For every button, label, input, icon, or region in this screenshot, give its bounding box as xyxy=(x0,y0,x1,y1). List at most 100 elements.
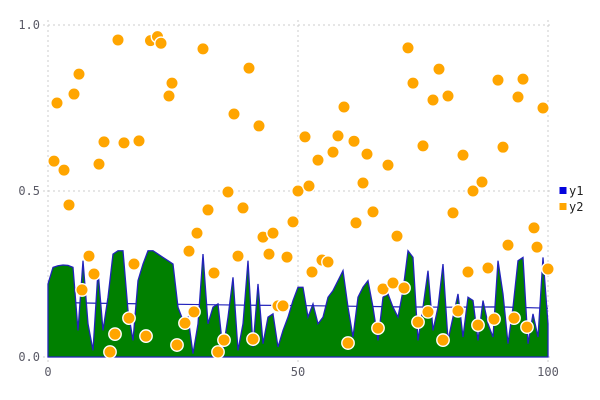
y2-scatter-point xyxy=(236,201,250,215)
y2-scatter-point xyxy=(406,76,420,91)
y2-scatter-point xyxy=(82,249,96,263)
y2-scatter-point xyxy=(57,163,71,177)
y2-scatter-point xyxy=(432,62,446,77)
y2-scatter-point xyxy=(231,249,245,263)
y-tick-label: 1.0 xyxy=(18,18,40,32)
y2-scatter-point xyxy=(47,154,61,169)
y2-scatter-point xyxy=(311,153,325,168)
y2-scatter-point xyxy=(397,281,411,295)
legend-item-y1: y1 xyxy=(559,184,583,198)
legend-marker-y1 xyxy=(559,187,567,194)
y2-scatter-point xyxy=(331,128,345,143)
y2-scatter-point xyxy=(390,229,404,244)
y2-scatter-point xyxy=(217,333,231,347)
y2-scatter-point xyxy=(190,226,204,241)
y2-scatter-point xyxy=(50,96,64,110)
y2-scatter-point xyxy=(496,140,510,155)
y2-scatter-point xyxy=(360,147,374,162)
y2-scatter-point xyxy=(475,175,489,189)
y2-scatter-point xyxy=(117,135,131,150)
y2-scatter-point xyxy=(446,206,460,220)
y2-scatter-point xyxy=(461,265,475,279)
y2-scatter-point xyxy=(165,76,179,91)
y2-scatter-point xyxy=(520,320,534,335)
y2-scatter-point xyxy=(139,329,153,343)
y2-scatter-point xyxy=(298,129,312,144)
y2-scatter-point xyxy=(536,101,550,115)
y2-scatter-point xyxy=(466,184,480,198)
x-tick-label: 50 xyxy=(291,365,305,379)
y2-scatter-point xyxy=(501,238,515,253)
y2-scatter-point xyxy=(127,257,141,271)
legend-label-y1: y1 xyxy=(569,184,583,198)
y2-scatter-point xyxy=(471,318,485,333)
y2-scatter-point xyxy=(87,267,101,281)
y2-scatter-point xyxy=(227,107,241,121)
y2-scatter-point xyxy=(347,134,361,149)
y2-scatter-point xyxy=(246,332,260,346)
y2-scatter-point xyxy=(356,176,370,190)
y2-scatter-point xyxy=(349,215,363,230)
y2-scatter-point xyxy=(436,333,450,347)
y2-scatter-point xyxy=(103,345,117,359)
y2-scatter-point xyxy=(507,311,521,326)
y2-scatter-point xyxy=(411,315,425,330)
y2-scatter-point xyxy=(187,304,201,319)
y2-scatter-point xyxy=(381,158,395,173)
y2-scatter-point xyxy=(401,41,415,55)
y2-scatter-point xyxy=(426,93,440,107)
y2-scatter-point xyxy=(451,303,465,318)
y-tick-label: 0.0 xyxy=(18,350,40,364)
y2-scatter-point xyxy=(162,89,176,103)
y2-scatter-point xyxy=(527,220,541,235)
y2-scatter-point xyxy=(178,316,192,331)
y2-scatter-point xyxy=(252,119,266,133)
y2-scatter-point xyxy=(305,265,319,279)
y2-scatter-point xyxy=(441,89,455,103)
y2-scatter-point xyxy=(196,42,210,56)
y2-scatter-point xyxy=(516,72,530,87)
y2-scatter-point xyxy=(491,73,505,88)
y2-scatter-point xyxy=(291,184,305,198)
y2-scatter-point xyxy=(481,261,495,275)
y2-scatter-point xyxy=(487,312,501,327)
y2-scatter-point xyxy=(97,134,111,149)
y2-scatter-point xyxy=(221,185,235,199)
axis-tick-labels: 0.0 0.5 1.0 0 50 100 xyxy=(18,18,559,379)
y2-scatter-point xyxy=(262,247,276,261)
x-tick-label: 100 xyxy=(537,365,559,379)
y2-scatter-point xyxy=(242,61,256,76)
y2-scatter-point xyxy=(371,321,385,336)
y2-scatter-point xyxy=(337,100,351,114)
y2-scatter-point xyxy=(416,138,430,153)
y2-scatter-point xyxy=(511,90,525,104)
y2-scatter-point xyxy=(326,145,340,160)
y2-scatter-point xyxy=(132,133,146,148)
y2-scatter-point xyxy=(62,198,76,212)
y2-scatter-point xyxy=(201,203,215,217)
legend-label-y2: y2 xyxy=(569,200,583,214)
y2-scatter-point xyxy=(67,87,81,101)
legend-item-y2: y2 xyxy=(559,200,583,214)
y2-scatter-point xyxy=(456,148,470,163)
y2-scatter-point xyxy=(366,205,380,219)
y2-scatter-point xyxy=(302,179,316,193)
y2-scatter-point xyxy=(170,338,184,352)
y2-scatter-point xyxy=(341,336,355,350)
y2-scatter-point xyxy=(211,345,225,359)
y2-scatter-point xyxy=(280,250,294,264)
y2-scatter-point xyxy=(421,304,435,319)
y2-scatter-point xyxy=(530,240,544,255)
legend-marker-y2 xyxy=(559,203,567,210)
y2-scatter-point xyxy=(376,282,390,296)
y2-scatter-point xyxy=(182,244,196,258)
series-layer xyxy=(47,29,555,359)
y2-scatter-point xyxy=(108,327,122,341)
y2-scatter-point xyxy=(266,226,280,241)
y2-scatter-point xyxy=(154,36,168,51)
y2-scatter-point xyxy=(286,214,300,229)
y2-scatter-point xyxy=(72,67,86,82)
